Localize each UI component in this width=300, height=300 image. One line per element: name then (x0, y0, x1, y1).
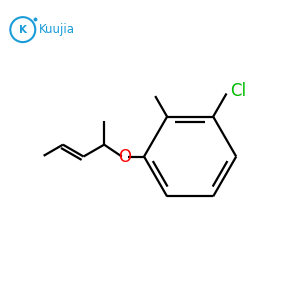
Text: O: O (118, 148, 131, 166)
Text: Kuujia: Kuujia (38, 23, 74, 36)
Text: K: K (19, 25, 27, 34)
Text: Cl: Cl (230, 82, 246, 100)
